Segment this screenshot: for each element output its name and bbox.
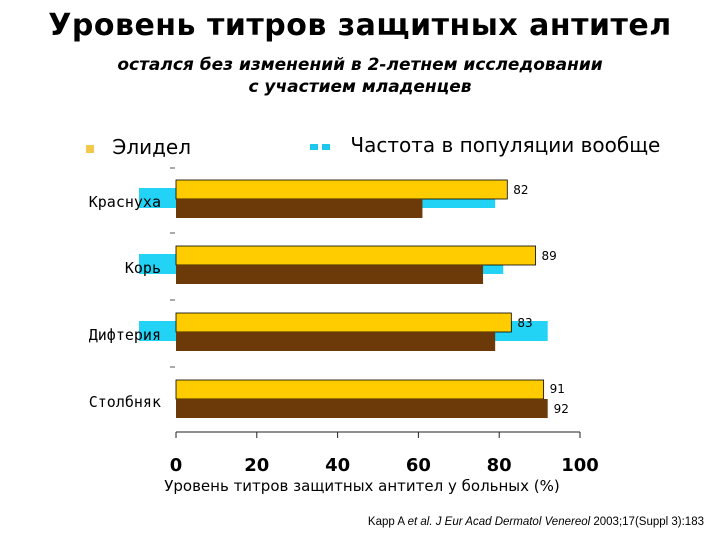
citation: Kapp A et al. J Eur Acad Dermatol Venere…	[368, 516, 704, 528]
legend-label-population: Частота в популяции вообще	[350, 133, 661, 157]
legend-swatch-elidel	[86, 144, 94, 153]
category-label-1: Корь	[125, 259, 161, 277]
bar-elidel-0	[175, 179, 508, 200]
category-label-3: Столбняк	[89, 393, 161, 411]
legend-label-elidel: Элидел	[112, 135, 192, 159]
x-tick-label-3: 60	[406, 455, 431, 476]
data-label-0: 82	[513, 183, 528, 197]
data-label-1: 89	[542, 249, 557, 263]
legend-swatch-population-2	[322, 143, 330, 150]
bar-brown-3	[176, 399, 548, 418]
legend-item-elidel: Элидел	[86, 135, 191, 159]
bar-brown-2	[176, 332, 496, 351]
legend-item-population: Частота в популяции вообще	[310, 133, 660, 157]
x-tick-label-1: 20	[244, 455, 269, 476]
category-label-2: Дифтерия	[89, 326, 161, 344]
data-label-3: 91	[550, 382, 565, 396]
citation-authors: Kapp A	[367, 516, 408, 528]
x-tick-label-2: 40	[325, 455, 350, 476]
subtitle-line-2: с участием младенцев	[248, 77, 472, 97]
x-axis-title: Уровень титров защитных антител у больны…	[164, 477, 560, 495]
data-label-2: 83	[517, 316, 532, 330]
subtitle-line-1: остался без изменений в 2-летнем исследо…	[117, 55, 603, 75]
page-title: Уровень титров защитных антител	[48, 8, 672, 43]
x-tick-label-4: 80	[487, 455, 512, 476]
category-label-0: Краснуха	[89, 193, 161, 211]
citation-journal: . J Eur Acad Dermatol Venereol	[429, 516, 594, 528]
x-tick-label-5: 100	[561, 455, 599, 476]
x-tick-label-0: 0	[170, 455, 183, 476]
bar-elidel-2	[175, 312, 512, 333]
data-label-4: 92	[554, 402, 569, 416]
legend-swatch-population	[310, 143, 318, 150]
bar-brown-0	[176, 199, 423, 218]
bar-elidel-3	[175, 379, 545, 400]
page-subtitle: остался без изменений в 2-летнем исследо…	[0, 54, 720, 98]
bar-elidel-1	[175, 245, 536, 266]
citation-etal: et al	[407, 516, 430, 528]
citation-ref: 2003;17(Suppl 3):183	[593, 516, 704, 528]
bar-brown-1	[176, 265, 484, 284]
